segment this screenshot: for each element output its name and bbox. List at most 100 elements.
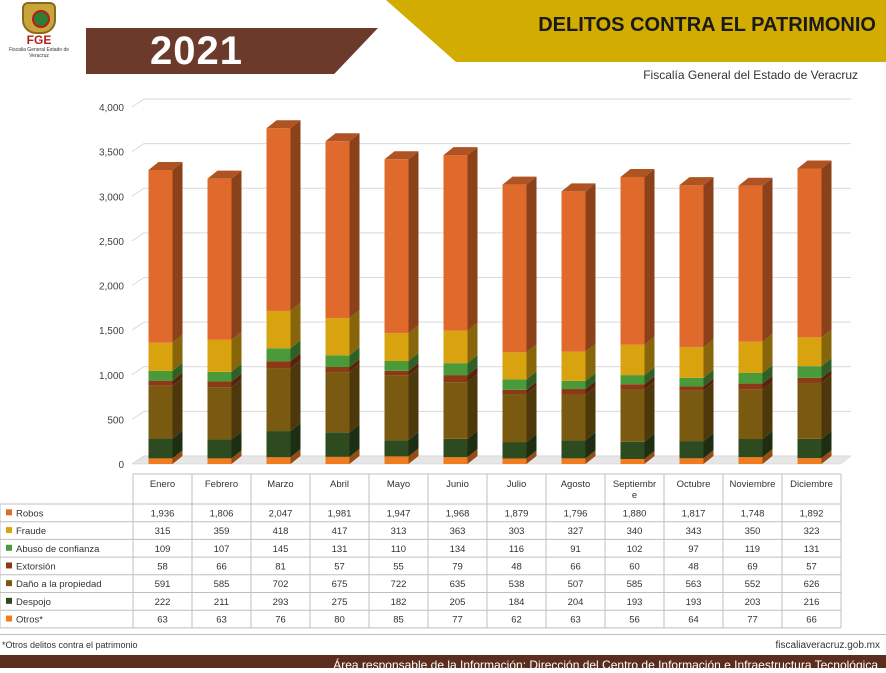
data-label: 48	[511, 561, 522, 572]
year-label: 2021	[150, 29, 243, 73]
responsible-area: Área responsable de la Información: Dire…	[333, 658, 878, 672]
bar-side	[290, 302, 301, 349]
bar-segment	[443, 457, 468, 464]
logo-subtext: Fiscalia General Estado de Veracruz	[8, 47, 70, 59]
bar-side	[762, 381, 773, 440]
bar-segment	[325, 141, 350, 319]
bar-side	[231, 363, 242, 382]
data-label: 102	[627, 544, 643, 555]
footer-url[interactable]: fiscaliaveracruz.gob.mx	[775, 640, 880, 651]
data-label: 1,947	[387, 508, 411, 519]
bar-segment	[738, 185, 763, 342]
bar-segment	[443, 363, 468, 376]
bar-segment	[679, 441, 704, 459]
veracruz-seal-icon	[22, 2, 56, 34]
data-label: 340	[627, 526, 643, 537]
data-label: 63	[216, 615, 227, 626]
data-label: 222	[155, 597, 171, 608]
bar-segment	[797, 438, 822, 459]
bar-side	[349, 310, 360, 356]
page-title: DELITOS CONTRA EL PATRIMONIO	[538, 14, 876, 36]
legend-swatch	[6, 580, 12, 587]
bar-segment	[620, 384, 645, 390]
bar-top	[148, 162, 183, 171]
x-category-label: Enero	[150, 479, 175, 490]
y-tick-label: 2,500	[99, 237, 124, 248]
bar-side	[703, 378, 714, 391]
legend-label: Otros*	[16, 615, 43, 626]
bar-side	[467, 449, 478, 464]
data-label: 1,936	[151, 508, 175, 519]
legend-label: Extorsión	[16, 561, 56, 572]
bar-side	[644, 367, 655, 385]
data-label: 63	[570, 615, 581, 626]
bar-segment	[384, 333, 409, 362]
bar-side	[821, 358, 832, 378]
bar-side	[349, 448, 360, 464]
data-label: 585	[627, 579, 643, 590]
data-label: 552	[745, 579, 761, 590]
legend-swatch	[6, 597, 12, 604]
bar-side	[821, 369, 832, 383]
bar-segment	[325, 432, 350, 457]
bar-segment	[561, 380, 586, 390]
x-category-label: Diciembre	[790, 479, 833, 490]
data-label: 60	[629, 561, 640, 572]
data-label: 77	[747, 615, 758, 626]
bar-side	[821, 160, 832, 338]
data-label: 193	[627, 597, 643, 608]
bar-segment	[502, 442, 527, 459]
year-band	[86, 28, 378, 74]
bar-segment	[207, 371, 232, 382]
bar-side	[349, 364, 360, 433]
bar-segment	[679, 458, 704, 464]
bar-segment	[797, 458, 822, 464]
bar-side	[644, 433, 655, 460]
gridline	[131, 143, 851, 153]
data-label: 80	[334, 615, 345, 626]
bar-segment	[561, 440, 586, 459]
gridline	[131, 277, 851, 286]
bar-side	[585, 343, 596, 381]
bar-segment	[266, 431, 291, 458]
data-label: 1,880	[623, 508, 647, 519]
bar-side	[526, 176, 537, 353]
bar-side	[172, 162, 183, 343]
data-label: 57	[334, 561, 345, 572]
data-label: 131	[804, 544, 820, 555]
data-label: 303	[509, 526, 525, 537]
bar-top	[325, 133, 360, 142]
y-tick-label: 3,500	[99, 148, 124, 159]
data-label: 119	[745, 544, 760, 555]
bar-segment	[325, 355, 350, 367]
data-label: 55	[393, 561, 404, 572]
data-label: 81	[275, 561, 286, 572]
bar-segment	[738, 439, 763, 458]
bar-side	[703, 450, 714, 464]
legend-swatch	[6, 527, 12, 534]
x-category-label: Febrero	[205, 479, 238, 490]
bar-segment	[207, 458, 232, 464]
data-label: 56	[629, 615, 640, 626]
data-label: 1,968	[446, 508, 470, 519]
bar-side	[467, 147, 478, 331]
gridline	[131, 410, 851, 420]
bar-segment	[207, 381, 232, 388]
data-label: 216	[804, 597, 820, 608]
bar-side	[644, 381, 655, 442]
data-label: 722	[391, 579, 407, 590]
x-category-label: Noviembre	[730, 479, 776, 490]
data-label: 418	[273, 526, 289, 537]
bar-segment	[620, 459, 645, 464]
bar-side	[585, 450, 596, 464]
bar-top	[620, 168, 655, 177]
bar-side	[585, 183, 596, 352]
bar-side	[762, 177, 773, 342]
data-label: 585	[214, 579, 230, 590]
bar-side	[408, 362, 419, 376]
bar-segment	[561, 351, 586, 381]
bar-side	[526, 381, 537, 395]
bar-side	[821, 450, 832, 464]
bar-side	[526, 386, 537, 443]
legend-swatch	[6, 562, 12, 569]
